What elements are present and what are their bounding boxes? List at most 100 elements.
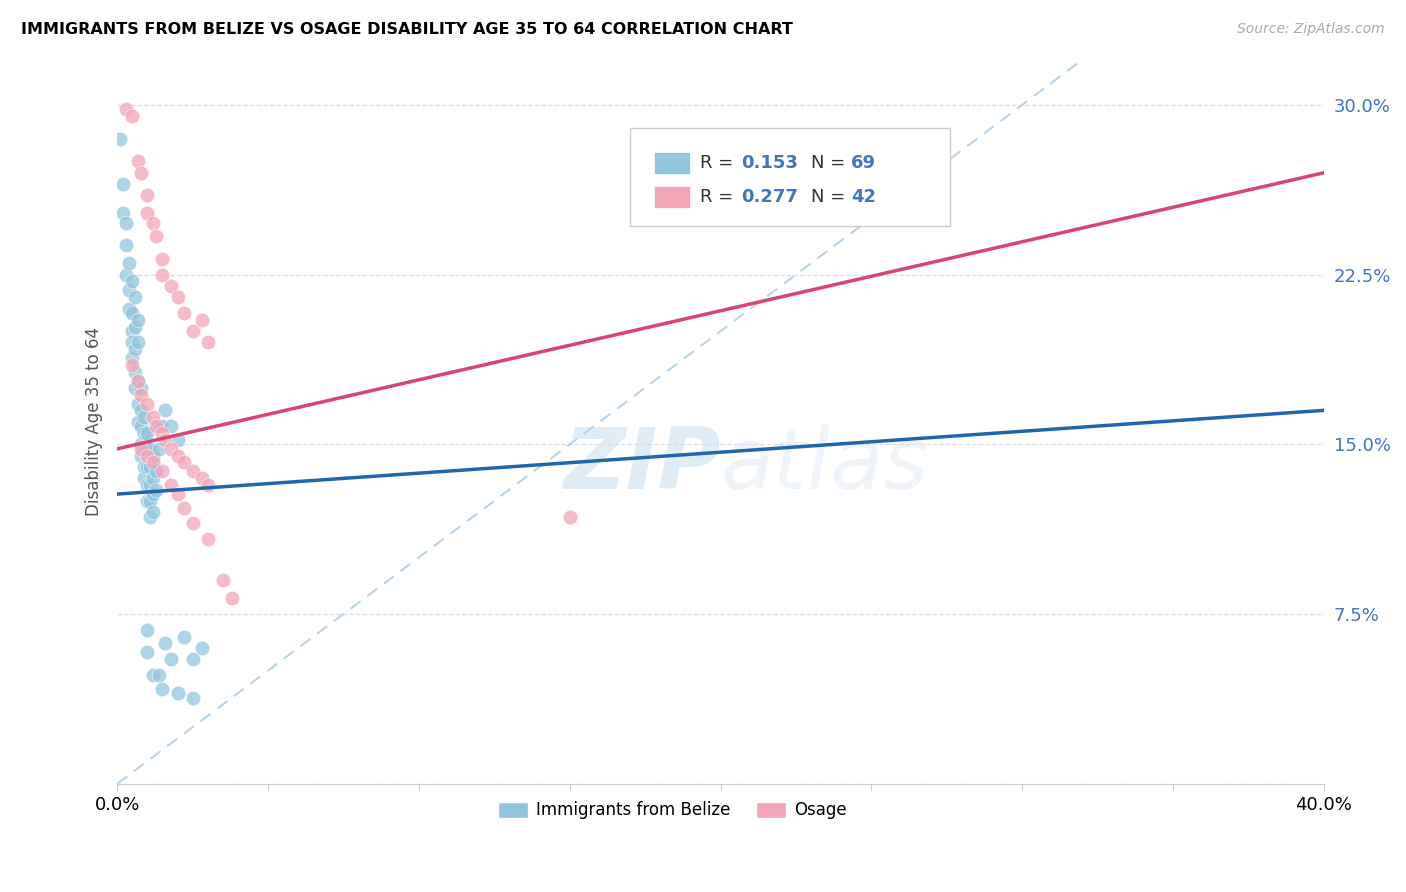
Point (127, 396, 149, 410)
Point (134, 442, 156, 456)
Text: IMMIGRANTS FROM BELIZE VS OSAGE DISABILITY AGE 35 TO 64 CORRELATION CHART: IMMIGRANTS FROM BELIZE VS OSAGE DISABILI… (21, 22, 793, 37)
Point (121, 109, 143, 123)
Point (152, 425, 174, 440)
FancyBboxPatch shape (654, 186, 690, 208)
Point (145, 419, 167, 434)
Point (134, 471, 156, 485)
Point (127, 313, 149, 327)
Point (136, 645, 159, 659)
Text: N =: N = (811, 188, 851, 206)
Point (155, 636, 177, 650)
Point (112, 177, 135, 191)
Point (142, 410, 165, 425)
Point (155, 403, 177, 417)
Point (142, 505, 165, 519)
Point (155, 433, 177, 447)
Text: 69: 69 (851, 154, 876, 172)
Point (152, 268, 174, 282)
Point (127, 415, 149, 429)
Text: 0.153: 0.153 (741, 154, 799, 172)
Point (124, 290, 146, 304)
Point (127, 374, 149, 388)
Point (190, 471, 212, 485)
Point (115, 215, 138, 229)
Point (173, 630, 195, 644)
Point (221, 591, 243, 606)
Point (121, 324, 143, 338)
Point (134, 410, 156, 425)
Point (134, 459, 156, 474)
Point (131, 387, 153, 401)
Point (197, 478, 219, 492)
Point (197, 335, 219, 350)
Point (197, 533, 219, 547)
Point (152, 252, 174, 266)
Point (148, 442, 170, 456)
Point (136, 442, 159, 456)
Point (142, 487, 165, 501)
Point (131, 449, 153, 463)
Point (112, 206, 135, 220)
Point (181, 324, 204, 338)
Point (118, 301, 141, 316)
Text: Source: ZipAtlas.com: Source: ZipAtlas.com (1237, 22, 1385, 37)
Point (145, 229, 167, 244)
Point (148, 668, 170, 682)
Point (145, 465, 167, 479)
Point (142, 449, 165, 463)
Point (131, 419, 153, 434)
Point (136, 396, 159, 410)
Point (166, 449, 188, 463)
Point (115, 268, 138, 282)
Point (136, 449, 159, 463)
Point (124, 319, 146, 334)
Point (124, 365, 146, 379)
Point (131, 437, 153, 451)
Point (211, 573, 233, 587)
Point (121, 274, 143, 288)
Text: ZIP: ZIP (562, 424, 720, 507)
Point (160, 442, 183, 456)
Point (131, 381, 153, 395)
Text: atlas: atlas (720, 424, 928, 507)
Point (152, 419, 174, 434)
Point (139, 478, 162, 492)
Point (173, 500, 195, 515)
FancyBboxPatch shape (654, 153, 690, 174)
Point (160, 478, 183, 492)
Point (139, 509, 162, 524)
Point (160, 419, 183, 434)
Point (108, 132, 131, 146)
Point (142, 455, 165, 469)
Point (160, 279, 183, 293)
Point (115, 103, 138, 117)
Point (136, 206, 159, 220)
Point (131, 166, 153, 180)
Point (166, 290, 188, 304)
Point (160, 652, 183, 666)
Text: R =: R = (700, 188, 740, 206)
Point (121, 306, 143, 320)
Point (152, 681, 174, 696)
FancyBboxPatch shape (630, 128, 950, 227)
Point (124, 343, 146, 357)
Point (181, 465, 204, 479)
Point (166, 487, 188, 501)
Point (142, 668, 165, 682)
Legend: Immigrants from Belize, Osage: Immigrants from Belize, Osage (491, 795, 853, 826)
Text: N =: N = (811, 154, 851, 172)
Point (190, 640, 212, 655)
Point (181, 516, 204, 531)
Point (181, 690, 204, 705)
Point (136, 188, 159, 202)
Point (190, 313, 212, 327)
Point (121, 351, 143, 366)
Y-axis label: Disability Age 35 to 64: Disability Age 35 to 64 (86, 327, 103, 516)
Point (127, 154, 149, 169)
Point (152, 465, 174, 479)
Point (127, 335, 149, 350)
Point (139, 494, 162, 508)
Point (173, 306, 195, 320)
Point (121, 358, 143, 372)
Point (115, 238, 138, 252)
